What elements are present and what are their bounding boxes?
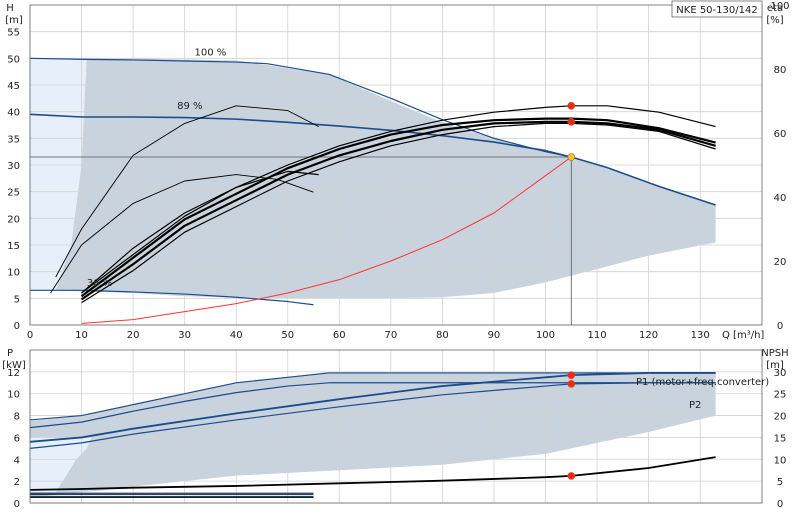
panel1-ytick-label: 10 [7, 390, 20, 401]
panel0-y2label-line2: [%] [766, 15, 783, 26]
panel0-series-1 [328, 73, 572, 158]
xtick-label: 60 [333, 330, 346, 341]
panel0-ytick-label: 20 [7, 214, 20, 225]
title-box-label: NKE 50-130/142 [676, 5, 757, 16]
panel1-ytick-label: 2 [14, 477, 20, 488]
panel0-ytick-label: 55 [7, 28, 20, 39]
panel0-series-0 [29, 57, 330, 75]
panel0-series-13 [81, 170, 319, 294]
panel0-ytick-label: 35 [7, 134, 20, 145]
panel0-series-11 [50, 174, 314, 294]
xtick-label: 20 [127, 330, 140, 341]
panel1-ylabel-line1: P [7, 348, 13, 359]
panel1-frame [29, 349, 763, 504]
panel0-series-2 [29, 113, 716, 206]
xtick-label: 100 [536, 330, 555, 341]
panel1-y2tick-label: 5 [777, 477, 783, 488]
xtick-label: 70 [384, 330, 397, 341]
xtick-label: 130 [691, 330, 710, 341]
panel1-series-6 [29, 456, 716, 491]
xtick-label: 0 [27, 330, 33, 341]
panel1-y2tick-label: 10 [774, 455, 787, 466]
panel0-ytick-label: 10 [7, 268, 20, 279]
panel0-ylabel-line1: H [6, 3, 14, 14]
panel1-ylabel-line2: [kW] [2, 360, 26, 371]
panel0-series-10 [81, 122, 716, 304]
xtick-label: 50 [281, 330, 294, 341]
annotation-100: 100 % [195, 48, 227, 59]
panel0-ytick-label: 15 [7, 241, 20, 252]
panel1-region-1 [30, 437, 92, 493]
xtick-label: 80 [436, 330, 449, 341]
xtick-label: 90 [488, 330, 501, 341]
panel0-series-4 [81, 156, 572, 324]
xtick-label: 120 [639, 330, 658, 341]
panel0-ytick-label: 25 [7, 188, 20, 199]
panel1-ytick-label: 8 [14, 412, 20, 423]
annotation-36: 36 % [87, 278, 112, 289]
panel1-series-2 [29, 372, 716, 443]
panel0-ytick-label: 40 [7, 108, 20, 119]
panel0-point-1 [567, 102, 576, 110]
panel0-y2tick-label: 100 [770, 1, 789, 12]
panel1-y2tick-label: 20 [774, 412, 787, 423]
panel0-series-8 [80, 120, 716, 301]
xtick-label: 10 [75, 330, 88, 341]
panel1-y2label-line1: NPSH [761, 348, 788, 359]
panel1-point-0 [567, 371, 576, 379]
panel1-series-3 [29, 382, 716, 449]
panel0-ytick-label: 45 [7, 81, 20, 92]
panel1-point-1 [567, 380, 576, 388]
panel0-series-12 [55, 105, 319, 278]
panel0-series-7 [80, 117, 716, 298]
panel0-point-2 [567, 118, 576, 126]
panel0-point-0 [567, 153, 576, 161]
panel1-ytick-label: 6 [14, 433, 20, 444]
panel0-y2tick-label: 60 [774, 129, 787, 140]
panel0-y2tick-label: 0 [777, 321, 783, 332]
panel1-series-0 [29, 372, 716, 421]
panel0-ytick-label: 5 [14, 294, 20, 305]
xlabel: Q [m³/h] [722, 330, 764, 341]
panel1-y2tick-label: 0 [777, 499, 783, 510]
panel0-ylabel-line2: [m] [5, 15, 23, 26]
xtick-label: 40 [230, 330, 243, 341]
panel0-frame [29, 4, 763, 326]
panel1-point-2 [567, 472, 576, 480]
panel1-ytick-label: 4 [14, 455, 20, 466]
panel1-y2tick-label: 15 [774, 433, 787, 444]
panel0-ytick-label: 30 [7, 161, 20, 172]
label-p1: P1 (motor+freq.converter) [636, 377, 769, 388]
annotation-89: 89 % [177, 101, 202, 112]
xtick-label: 30 [178, 330, 191, 341]
panel0-y2tick-label: 40 [774, 193, 787, 204]
panel1-region-0 [30, 371, 716, 498]
panel0-ytick-label: 50 [7, 54, 20, 65]
panel1-y2label-line2: [m] [766, 360, 784, 371]
panel1-series-1 [29, 382, 716, 429]
label-p2: P2 [689, 400, 701, 411]
panel0-series-9 [81, 105, 716, 294]
panel0-ytick-label: 0 [14, 321, 20, 332]
panel0-y2tick-label: 80 [774, 65, 787, 76]
xtick-label: 110 [587, 330, 606, 341]
panel1-ytick-label: 12 [7, 368, 20, 379]
panel0-y2label-line1: eta [767, 3, 783, 14]
panel1-ytick-label: 0 [14, 499, 20, 510]
panel1-y2tick-label: 25 [774, 390, 787, 401]
panel0-y2tick-label: 20 [774, 257, 787, 268]
panel1-y2tick-label: 30 [774, 368, 787, 379]
title-box [671, 0, 763, 18]
